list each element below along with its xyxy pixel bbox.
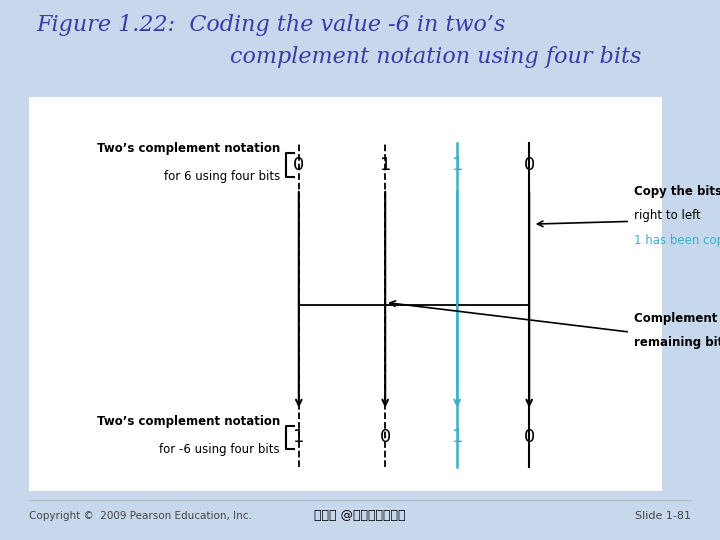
Text: 0: 0 [293,156,305,174]
Text: 0: 0 [379,428,391,447]
Text: complement notation using four bits: complement notation using four bits [230,46,642,68]
Text: 0: 0 [523,428,535,447]
Text: 0: 0 [523,156,535,174]
Text: for -6 using four bits: for -6 using four bits [159,443,280,456]
Text: Copy the bits from: Copy the bits from [634,185,720,198]
Text: remaining bits: remaining bits [634,336,720,349]
Text: 1: 1 [379,156,391,174]
Text: 蔡文能 @交通大學資工系: 蔡文能 @交通大學資工系 [314,509,406,522]
Text: Copyright ©  2009 Pearson Education, Inc.: Copyright © 2009 Pearson Education, Inc. [29,511,252,521]
FancyBboxPatch shape [29,97,662,491]
Text: 1: 1 [293,428,305,447]
Text: Two’s complement notation: Two’s complement notation [96,142,280,155]
Text: 1: 1 [451,156,463,174]
Text: 1 has been copied: 1 has been copied [634,234,720,247]
Text: right to left: right to left [634,210,704,222]
Text: for 6 using four bits: for 6 using four bits [164,170,280,183]
Text: Figure 1.22:  Coding the value -6 in two’s: Figure 1.22: Coding the value -6 in two’… [36,14,505,36]
Text: Two’s complement notation: Two’s complement notation [96,415,280,428]
Text: Complement the: Complement the [634,312,720,325]
Text: Slide 1-81: Slide 1-81 [635,511,691,521]
Text: 1: 1 [451,428,463,447]
